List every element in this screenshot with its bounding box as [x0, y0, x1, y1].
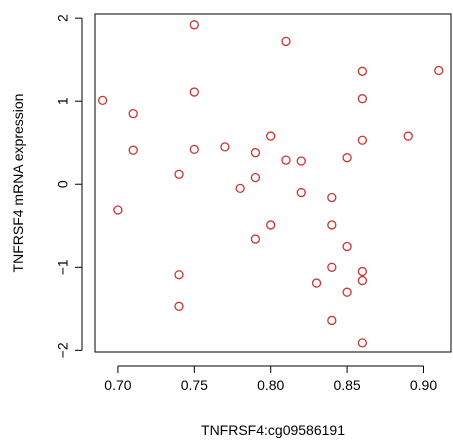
x-tick-label: 0.85 [333, 377, 360, 393]
data-point [327, 192, 337, 203]
data-point [174, 270, 184, 280]
data-point [296, 187, 306, 198]
data-point [189, 144, 199, 155]
data-point [189, 20, 199, 30]
y-tick-label: 2 [55, 14, 71, 22]
data-point [113, 205, 123, 215]
data-point [357, 94, 368, 104]
data-point [327, 262, 337, 272]
data-point [357, 266, 368, 277]
x-axis-title: TNFRSF4:cg09586191 [201, 422, 345, 438]
data-point [342, 153, 352, 163]
y-tick-label: 1 [55, 97, 71, 105]
data-point [250, 148, 261, 158]
y-tick-label: −2 [55, 342, 71, 358]
data-point [281, 155, 291, 165]
data-point [97, 95, 108, 106]
x-tick-label: 0.75 [181, 377, 208, 393]
data-point [434, 65, 444, 76]
data-point [403, 131, 413, 141]
data-point [296, 156, 306, 166]
data-point [266, 220, 276, 230]
data-point [128, 109, 138, 119]
x-tick-label: 0.90 [410, 377, 437, 393]
data-point [357, 66, 368, 76]
data-point [357, 275, 368, 286]
data-point [311, 278, 322, 288]
data-point [327, 315, 337, 326]
data-point [128, 145, 138, 155]
data-point [250, 234, 261, 244]
data-point [327, 220, 337, 230]
y-tick-label: −1 [55, 259, 71, 275]
y-axis: −2 −1 0 1 2 [55, 14, 83, 358]
data-point [357, 338, 368, 348]
plot-frame [94, 13, 452, 353]
y-tick-label: 0 [55, 180, 71, 188]
x-tick-label: 0.80 [257, 377, 284, 393]
x-tick-label: 0.70 [104, 377, 131, 393]
x-axis: 0.70 0.75 0.80 0.85 0.90 [104, 365, 437, 393]
y-axis-title: TNFRSF4 mRNA expression [10, 94, 26, 273]
data-point [250, 172, 261, 183]
data-point [266, 131, 276, 141]
data-point [174, 169, 184, 179]
data-points [97, 20, 444, 348]
data-point [235, 183, 245, 194]
data-point [189, 87, 199, 97]
data-point [220, 142, 230, 152]
data-point [281, 36, 291, 47]
data-point [342, 241, 352, 252]
data-point [357, 135, 368, 145]
data-point [342, 287, 352, 297]
data-point [174, 301, 184, 311]
